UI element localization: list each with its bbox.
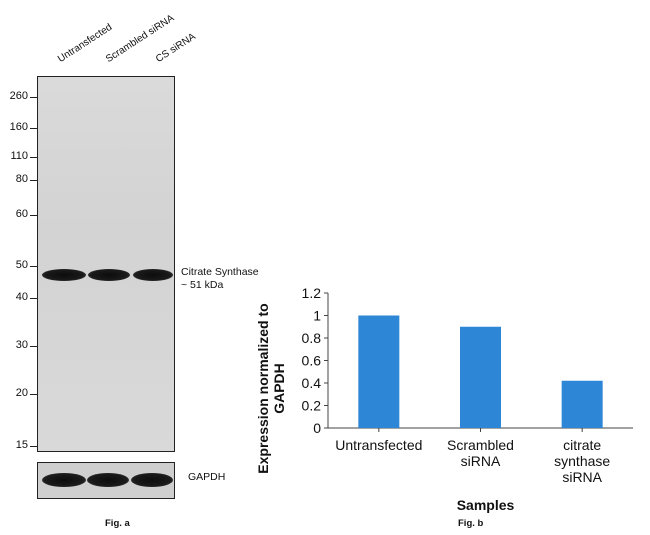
- x-tick-label: Scrambled siRNA: [447, 437, 514, 469]
- x-axis-label: Samples: [457, 497, 515, 513]
- band-label-size: ~ 51 kDa: [181, 279, 224, 291]
- band-label-name: Citrate Synthase: [181, 266, 259, 278]
- y-axis-label: Expression normalized toGAPDH: [255, 303, 287, 473]
- marker-tick: [30, 394, 37, 395]
- marker-label: 20: [15, 387, 28, 399]
- marker-label: 110: [10, 150, 28, 162]
- blot-membrane: [37, 76, 175, 452]
- y-tick-label: 0.4: [302, 375, 322, 391]
- figure-a-caption: Fig. a: [105, 518, 130, 529]
- bar-1: [460, 326, 501, 428]
- gapdh-label: GAPDH: [188, 471, 226, 483]
- marker-label: 160: [9, 121, 28, 133]
- x-tick-label: Untransfected: [335, 437, 422, 453]
- y-tick-label: 0.2: [302, 398, 322, 414]
- band-label: Citrate Synthase ~ 51 kDa: [181, 266, 259, 292]
- gapdh-band-cs-sirna: [131, 473, 173, 487]
- x-tick-label: citrate synthase siRNA: [554, 437, 610, 485]
- marker-tick: [30, 446, 37, 447]
- marker-tick: [30, 128, 37, 129]
- marker-label: 50: [15, 259, 28, 271]
- band-scrambled-sirna: [88, 269, 130, 281]
- bar-0: [358, 315, 400, 428]
- marker-tick: [30, 346, 37, 347]
- marker-label: 15: [15, 439, 28, 451]
- marker-label: 30: [15, 339, 28, 351]
- marker-tick: [30, 215, 37, 216]
- y-tick-label: 0.8: [302, 330, 322, 346]
- marker-label: 260: [9, 90, 28, 102]
- y-tick-label: 0.6: [302, 353, 322, 369]
- y-tick-label: 0: [313, 420, 321, 436]
- marker-label: 40: [15, 291, 28, 303]
- marker-tick: [30, 157, 37, 158]
- gapdh-band-scrambled-sirna: [87, 473, 129, 487]
- marker-tick: [30, 180, 37, 181]
- gapdh-band-untransfected: [42, 473, 86, 487]
- band-untransfected: [42, 269, 86, 281]
- chart-root: 0 0.2 0.4 0.6 0.8 1 1.2 Untransfected Scrambled s…: [255, 285, 633, 513]
- marker-tick: [30, 266, 37, 267]
- marker-tick: [30, 97, 37, 98]
- marker-label: 80: [15, 173, 28, 185]
- bar-2: [561, 380, 603, 428]
- marker-label: 60: [15, 208, 28, 220]
- marker-tick: [30, 298, 37, 299]
- band-cs-sirna: [133, 269, 173, 281]
- figure-b-caption: Fig. b: [458, 518, 484, 529]
- y-tick-label: 1.2: [302, 285, 322, 301]
- gapdh-membrane: [37, 462, 175, 499]
- y-tick-label: 1: [313, 308, 321, 324]
